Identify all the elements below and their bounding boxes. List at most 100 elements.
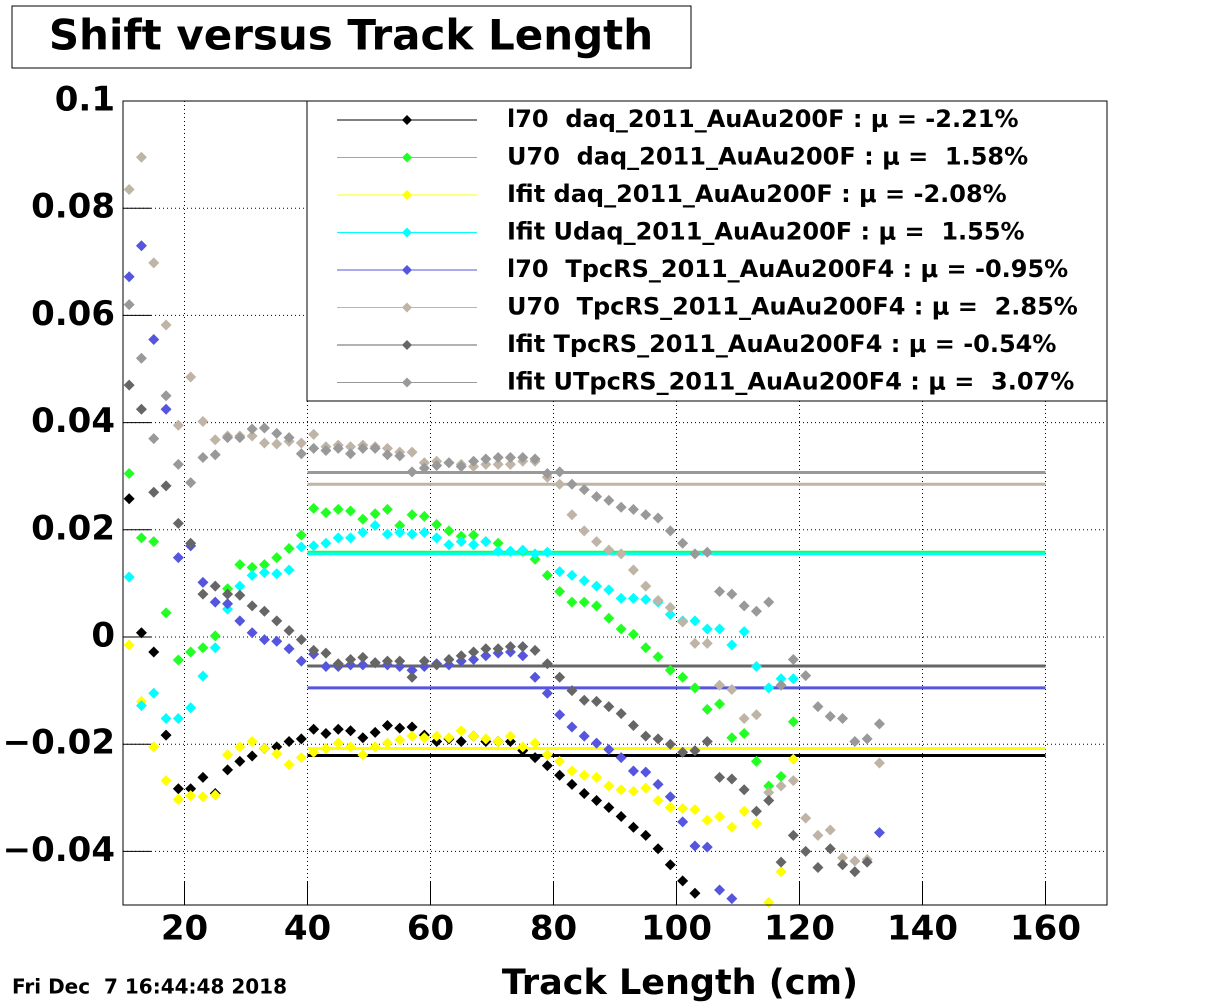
point: [406, 528, 418, 540]
point: [222, 588, 234, 600]
point: [603, 544, 615, 556]
point: [504, 451, 516, 463]
legend-label: Ifit UTpcRS_2011_AuAu200F4 : μ = 3.07%: [507, 368, 1074, 396]
point: [357, 732, 369, 744]
point: [640, 766, 652, 778]
title-box: [11, 5, 692, 69]
point: [504, 641, 516, 653]
point: [345, 654, 357, 666]
point: [185, 783, 197, 795]
point: [652, 778, 664, 790]
y-tick-label: 0.06: [31, 294, 115, 334]
point: [541, 760, 553, 772]
point: [258, 437, 270, 449]
point: [591, 536, 603, 548]
point: [246, 569, 258, 581]
point: [320, 727, 332, 739]
point: [566, 685, 578, 697]
point: [529, 548, 541, 560]
point: [837, 859, 849, 871]
point: [271, 748, 283, 760]
point: [664, 859, 676, 871]
point: [726, 821, 738, 833]
legend-marker: [402, 340, 412, 350]
point: [123, 468, 135, 480]
point: [677, 537, 689, 549]
point: [320, 444, 332, 456]
point: [234, 580, 246, 592]
point: [812, 701, 824, 713]
point: [517, 451, 529, 463]
point: [591, 771, 603, 783]
point: [295, 529, 307, 541]
point: [787, 673, 799, 685]
point: [689, 745, 701, 757]
point: [357, 513, 369, 525]
point: [258, 422, 270, 434]
point: [148, 486, 160, 498]
point: [320, 507, 332, 519]
point: [222, 749, 234, 761]
point: [615, 784, 627, 796]
points: [123, 151, 885, 908]
point: [738, 600, 750, 612]
point: [271, 568, 283, 580]
point: [246, 627, 258, 639]
point: [148, 334, 160, 346]
point: [148, 687, 160, 699]
point: [381, 442, 393, 454]
point: [332, 723, 344, 735]
point: [480, 536, 492, 548]
point: [763, 596, 775, 608]
point: [455, 650, 467, 662]
point: [591, 695, 603, 707]
point: [123, 271, 135, 283]
point: [591, 737, 603, 749]
point: [677, 803, 689, 815]
point: [135, 627, 147, 639]
point: [677, 875, 689, 887]
point: [664, 525, 676, 537]
point: [504, 730, 516, 742]
legend-marker: [402, 152, 412, 163]
point: [332, 737, 344, 749]
point: [849, 855, 861, 867]
point: [197, 416, 209, 428]
means: [307, 470, 1046, 757]
point: [283, 759, 295, 771]
point: [135, 240, 147, 252]
point: [652, 595, 664, 607]
point: [197, 670, 209, 682]
point: [689, 682, 701, 694]
point: [714, 698, 726, 710]
point: [135, 151, 147, 163]
point: [591, 580, 603, 592]
point: [320, 742, 332, 754]
point: [627, 592, 639, 604]
point: [640, 509, 652, 521]
point: [664, 608, 676, 620]
point: [172, 419, 184, 431]
point: [283, 736, 295, 748]
point: [258, 605, 270, 617]
point: [578, 730, 590, 742]
point: [443, 654, 455, 666]
point: [775, 679, 787, 691]
date-stamp: Fri Dec 7 16:44:48 2018: [12, 975, 287, 999]
point: [763, 780, 775, 792]
point: [541, 658, 553, 670]
point: [222, 432, 234, 444]
point: [443, 539, 455, 551]
x-tick-label: 80: [530, 909, 577, 949]
point: [627, 785, 639, 797]
point: [369, 657, 381, 669]
point: [640, 829, 652, 841]
point: [714, 679, 726, 691]
point: [381, 449, 393, 461]
point: [701, 637, 713, 649]
point: [603, 612, 615, 624]
point: [664, 664, 676, 676]
point: [517, 544, 529, 556]
point: [271, 615, 283, 627]
point: [209, 596, 221, 608]
